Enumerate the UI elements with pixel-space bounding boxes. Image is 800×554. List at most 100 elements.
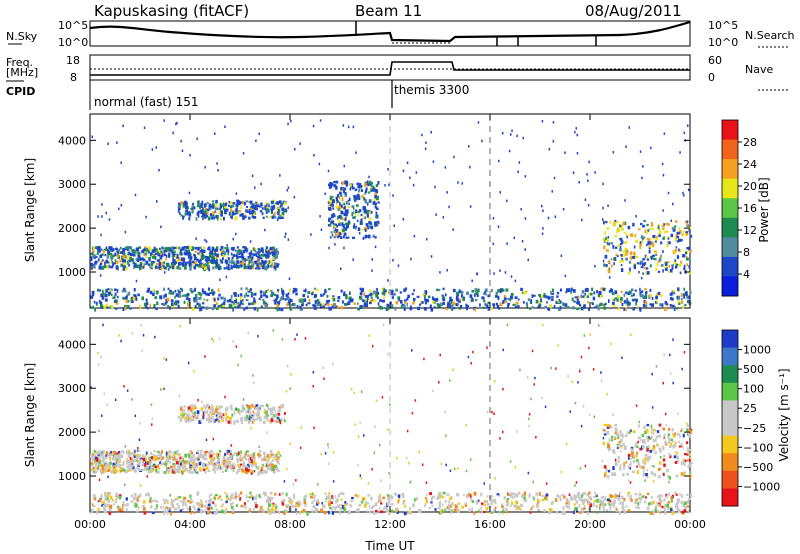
data-cell bbox=[608, 267, 611, 270]
data-cell bbox=[615, 220, 619, 223]
data-cell bbox=[240, 450, 243, 454]
data-cell bbox=[222, 462, 225, 466]
data-cell bbox=[215, 411, 219, 415]
data-cell bbox=[170, 246, 173, 251]
data-cell bbox=[671, 266, 674, 270]
data-cell bbox=[195, 294, 198, 298]
data-cell bbox=[353, 215, 356, 219]
data-cell bbox=[141, 257, 144, 261]
data-cell bbox=[231, 248, 235, 251]
data-cell bbox=[321, 302, 324, 307]
data-cell bbox=[145, 451, 148, 455]
data-cell bbox=[217, 297, 220, 301]
data-cell bbox=[646, 238, 649, 241]
data-cell bbox=[648, 456, 652, 460]
data-cell bbox=[376, 291, 379, 295]
data-cell bbox=[252, 247, 255, 252]
data-cell bbox=[588, 491, 591, 495]
data-cell bbox=[182, 257, 186, 261]
data-cell bbox=[352, 211, 355, 214]
data-cell bbox=[286, 189, 289, 192]
data-cell bbox=[287, 297, 289, 301]
data-cell bbox=[485, 500, 488, 503]
data-cell bbox=[632, 450, 635, 455]
data-cell bbox=[101, 458, 104, 461]
data-cell bbox=[677, 287, 680, 292]
data-cell bbox=[102, 464, 106, 467]
data-cell bbox=[345, 294, 348, 298]
data-cell bbox=[361, 228, 365, 231]
data-cell bbox=[239, 466, 242, 471]
data-cell bbox=[190, 499, 194, 503]
data-cell bbox=[220, 213, 223, 217]
data-cell bbox=[107, 499, 110, 503]
data-cell bbox=[604, 472, 607, 476]
data-cell bbox=[105, 464, 108, 467]
data-cell bbox=[177, 300, 180, 304]
data-cell bbox=[531, 294, 534, 298]
data-cell bbox=[250, 208, 253, 211]
data-cell bbox=[117, 507, 120, 512]
data-cell bbox=[548, 508, 551, 512]
data-cell bbox=[193, 404, 196, 408]
data-cell bbox=[366, 225, 370, 230]
data-cell bbox=[196, 212, 199, 216]
data-cell bbox=[539, 294, 541, 298]
data-cell bbox=[253, 405, 256, 409]
data-cell bbox=[209, 462, 211, 465]
data-cell bbox=[175, 468, 179, 471]
data-cell bbox=[635, 404, 638, 407]
data-cell bbox=[643, 262, 647, 265]
data-cell bbox=[226, 247, 229, 250]
data-cell bbox=[269, 449, 273, 454]
data-cell bbox=[252, 470, 254, 473]
data-cell bbox=[146, 247, 149, 251]
data-cell bbox=[335, 305, 338, 308]
data-cell bbox=[583, 304, 586, 308]
data-cell bbox=[671, 428, 674, 432]
data-cell bbox=[106, 306, 109, 309]
data-cell bbox=[252, 211, 255, 216]
data-cell bbox=[214, 470, 216, 474]
data-cell bbox=[631, 450, 634, 453]
data-cell bbox=[216, 162, 218, 165]
data-cell bbox=[517, 506, 521, 510]
data-cell bbox=[283, 417, 286, 420]
data-cell bbox=[623, 293, 626, 297]
data-cell bbox=[676, 255, 680, 259]
data-cell bbox=[177, 505, 180, 510]
data-cell bbox=[688, 246, 690, 251]
data-cell bbox=[688, 229, 691, 233]
data-cell bbox=[568, 506, 571, 510]
data-cell bbox=[483, 300, 486, 303]
data-cell bbox=[210, 449, 213, 453]
data-cell bbox=[302, 293, 306, 297]
data-cell bbox=[209, 259, 212, 263]
data-cell bbox=[668, 452, 671, 457]
data-cell bbox=[98, 450, 101, 453]
data-cell bbox=[100, 304, 103, 308]
data-cell bbox=[355, 209, 358, 214]
data-cell bbox=[209, 292, 212, 295]
data-cell bbox=[678, 445, 682, 448]
data-cell bbox=[251, 261, 254, 266]
data-cell bbox=[242, 152, 245, 155]
data-cell bbox=[344, 209, 348, 214]
data-cell bbox=[375, 211, 378, 216]
data-cell bbox=[555, 498, 557, 502]
data-cell bbox=[572, 171, 575, 174]
data-cell bbox=[167, 468, 171, 473]
data-cell bbox=[104, 253, 107, 257]
data-cell bbox=[102, 294, 105, 298]
data-cell bbox=[271, 215, 274, 220]
data-cell bbox=[114, 300, 117, 304]
data-cell bbox=[541, 204, 543, 208]
data-cell bbox=[171, 468, 174, 471]
data-cell bbox=[645, 446, 648, 449]
data-cell bbox=[295, 501, 298, 506]
data-cell bbox=[639, 307, 642, 312]
data-cell bbox=[144, 251, 147, 254]
data-cell bbox=[448, 500, 450, 504]
data-cell bbox=[273, 299, 276, 302]
data-cell bbox=[322, 366, 325, 370]
